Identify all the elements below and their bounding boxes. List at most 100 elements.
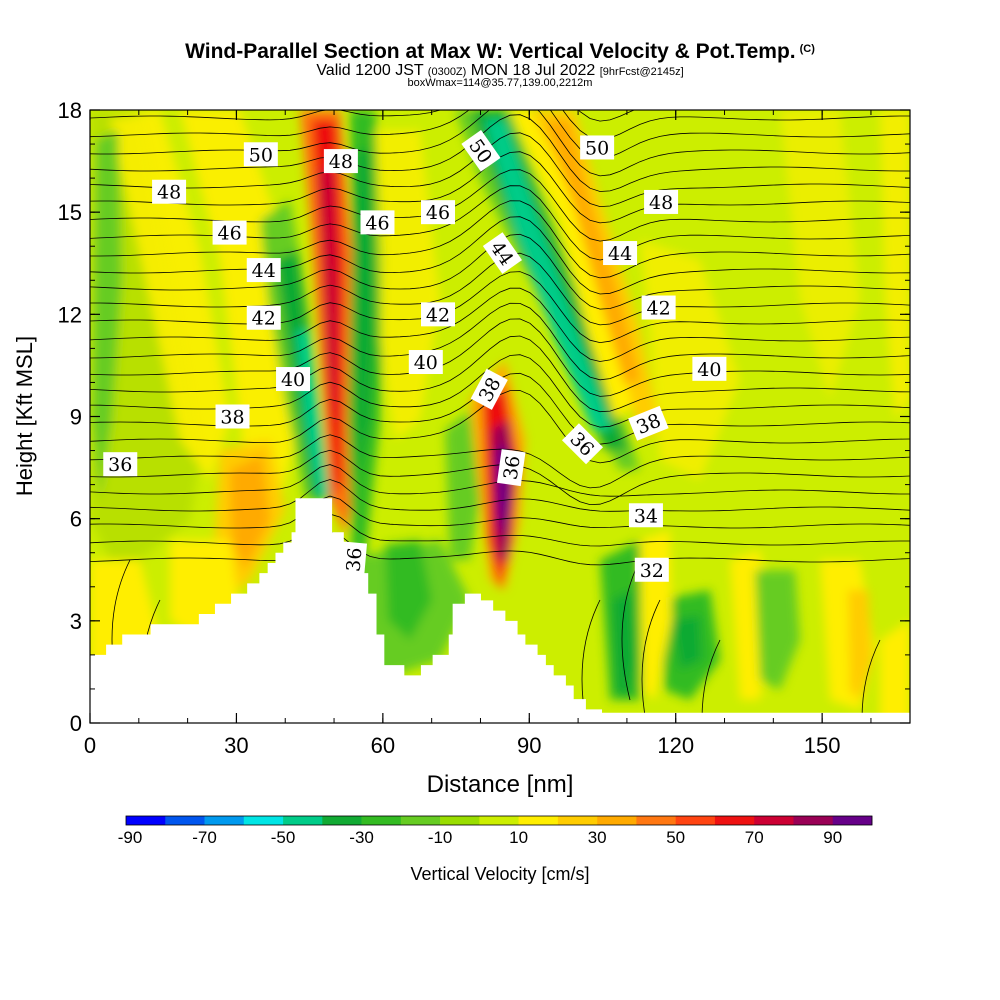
- chart-subtitle-valid: Valid 1200 JST (0300Z) MON 18 Jul 2022 […: [316, 62, 684, 79]
- contour-label-text: 46: [218, 223, 242, 245]
- chart-title: Wind-Parallel Section at Max W: Vertical…: [185, 40, 815, 63]
- colorbar-swatch: [518, 816, 559, 825]
- contour-label-text: 32: [640, 560, 664, 582]
- contour-label-text: 48: [329, 151, 353, 173]
- theta-contour-line: [90, 479, 910, 512]
- theta-contour-label: 44: [603, 241, 638, 266]
- theta-contour-line: [90, 318, 910, 397]
- y-tick-label: 0: [70, 711, 82, 736]
- colorbar-tick-label: -90: [118, 828, 143, 847]
- theta-contour-line: [861, 639, 881, 723]
- theta-contour-label: 40: [276, 367, 311, 392]
- colorbar-tick-label: -70: [192, 828, 217, 847]
- colorbar-tick-label: -50: [271, 828, 296, 847]
- colorbar-swatch: [832, 816, 873, 825]
- theta-contour-line: [90, 513, 910, 547]
- colorbar-swatch: [479, 816, 519, 825]
- theta-contour-label: 40: [692, 356, 727, 381]
- contour-label-bg: [421, 200, 456, 225]
- contour-label-text: 36: [108, 454, 132, 476]
- theta-contour-label: 46: [212, 220, 247, 245]
- theta-contour-line: [90, 495, 910, 529]
- colorbar-tick-label: 50: [666, 828, 685, 847]
- contour-label-bg: [152, 179, 187, 204]
- theta-contour-label: 36: [340, 541, 368, 578]
- theta-contour-label: 32: [634, 557, 669, 582]
- theta-contour-line: [90, 114, 910, 192]
- colorbar-swatch: [793, 816, 834, 825]
- colorbar-tick-label: 10: [509, 828, 528, 847]
- y-tick-label: 15: [58, 200, 82, 225]
- contour-label-text: 40: [414, 352, 438, 374]
- theta-contour-label: 50: [243, 142, 278, 167]
- theta-contour-line: [90, 302, 910, 381]
- contour-label-bg: [603, 241, 638, 266]
- contour-label-bg: [243, 142, 278, 167]
- contour-label-bg: [628, 405, 669, 441]
- contour-label-bg: [641, 295, 676, 320]
- colorbar-label: Vertical Velocity [cm/s]: [410, 864, 589, 884]
- contour-label-bg: [470, 368, 508, 410]
- contour-label-text: 42: [647, 298, 671, 320]
- x-tick-label: 90: [517, 733, 541, 758]
- contour-label-bg: [496, 449, 526, 487]
- contour-label-text: 40: [697, 359, 721, 381]
- contour-label-text: 48: [649, 192, 673, 214]
- terrain-profile: [90, 498, 910, 723]
- contour-label-bg: [246, 305, 281, 330]
- contour-label-bg: [421, 302, 456, 327]
- contour-label-text: 46: [365, 212, 389, 234]
- theta-contour-line: [621, 559, 641, 701]
- colorbar-swatch: [400, 816, 441, 825]
- theta-contour-line: [90, 151, 910, 224]
- y-tick-label: 3: [70, 609, 82, 634]
- colorbar-swatch: [754, 816, 794, 825]
- contour-label-text: 46: [426, 202, 450, 224]
- theta-contour-label: 46: [360, 210, 395, 235]
- y-tick-label: 12: [58, 302, 82, 327]
- x-tick-label: 30: [224, 733, 248, 758]
- colorbar-tick-label: 30: [588, 828, 607, 847]
- colorbar-swatch: [636, 816, 676, 825]
- x-tick-label: 150: [804, 733, 841, 758]
- contour-label-text: 40: [281, 369, 305, 391]
- theta-contour-line: [90, 335, 910, 413]
- x-tick-label: 0: [84, 733, 96, 758]
- colorbar-swatch: [322, 816, 362, 825]
- colorbar: -90 -70 -50 -30 -10 10 30 50 70 90: [118, 815, 873, 847]
- contour-label-bg: [408, 350, 443, 375]
- contour-label-bg: [246, 258, 281, 283]
- contour-label-text: 48: [157, 182, 181, 204]
- contour-label-bg: [340, 541, 368, 578]
- colorbar-swatch: [714, 816, 755, 825]
- contour-label-text: 36: [343, 547, 367, 573]
- theta-contour-label: 48: [644, 189, 679, 214]
- theta-contour-label: 42: [246, 305, 281, 330]
- contour-label-text: 42: [426, 304, 450, 326]
- contour-label-text: 36: [500, 454, 525, 481]
- y-tick-label: 18: [58, 98, 82, 123]
- contour-label-bg: [215, 404, 250, 429]
- chart-subtitle-box: boxWmax=114@35.77,139.00,2212m: [407, 77, 593, 89]
- theta-contour-line: [90, 200, 910, 279]
- contour-label-bg: [103, 452, 138, 477]
- theta-contour-line: [90, 434, 910, 489]
- theta-contour-label: 34: [628, 503, 663, 528]
- colorbar-frame: [125, 815, 873, 826]
- y-axis-label: Height [Kft MSL]: [12, 336, 37, 496]
- colorbar-swatch: [675, 816, 716, 825]
- x-tick-label: 60: [371, 733, 395, 758]
- contour-label-bg: [360, 210, 395, 235]
- colorbar-swatch: [243, 816, 284, 825]
- theta-contour-line: [90, 110, 910, 159]
- contour-label-bg: [634, 557, 669, 582]
- theta-contour-label: 36: [103, 452, 138, 477]
- contour-label-bg: [212, 220, 247, 245]
- colorbar-swatch: [126, 816, 166, 825]
- copyright-mark: (C): [799, 43, 815, 55]
- theta-contour-label: 48: [152, 179, 187, 204]
- colorbar-swatch: [204, 816, 245, 825]
- contour-label-bg: [561, 423, 603, 465]
